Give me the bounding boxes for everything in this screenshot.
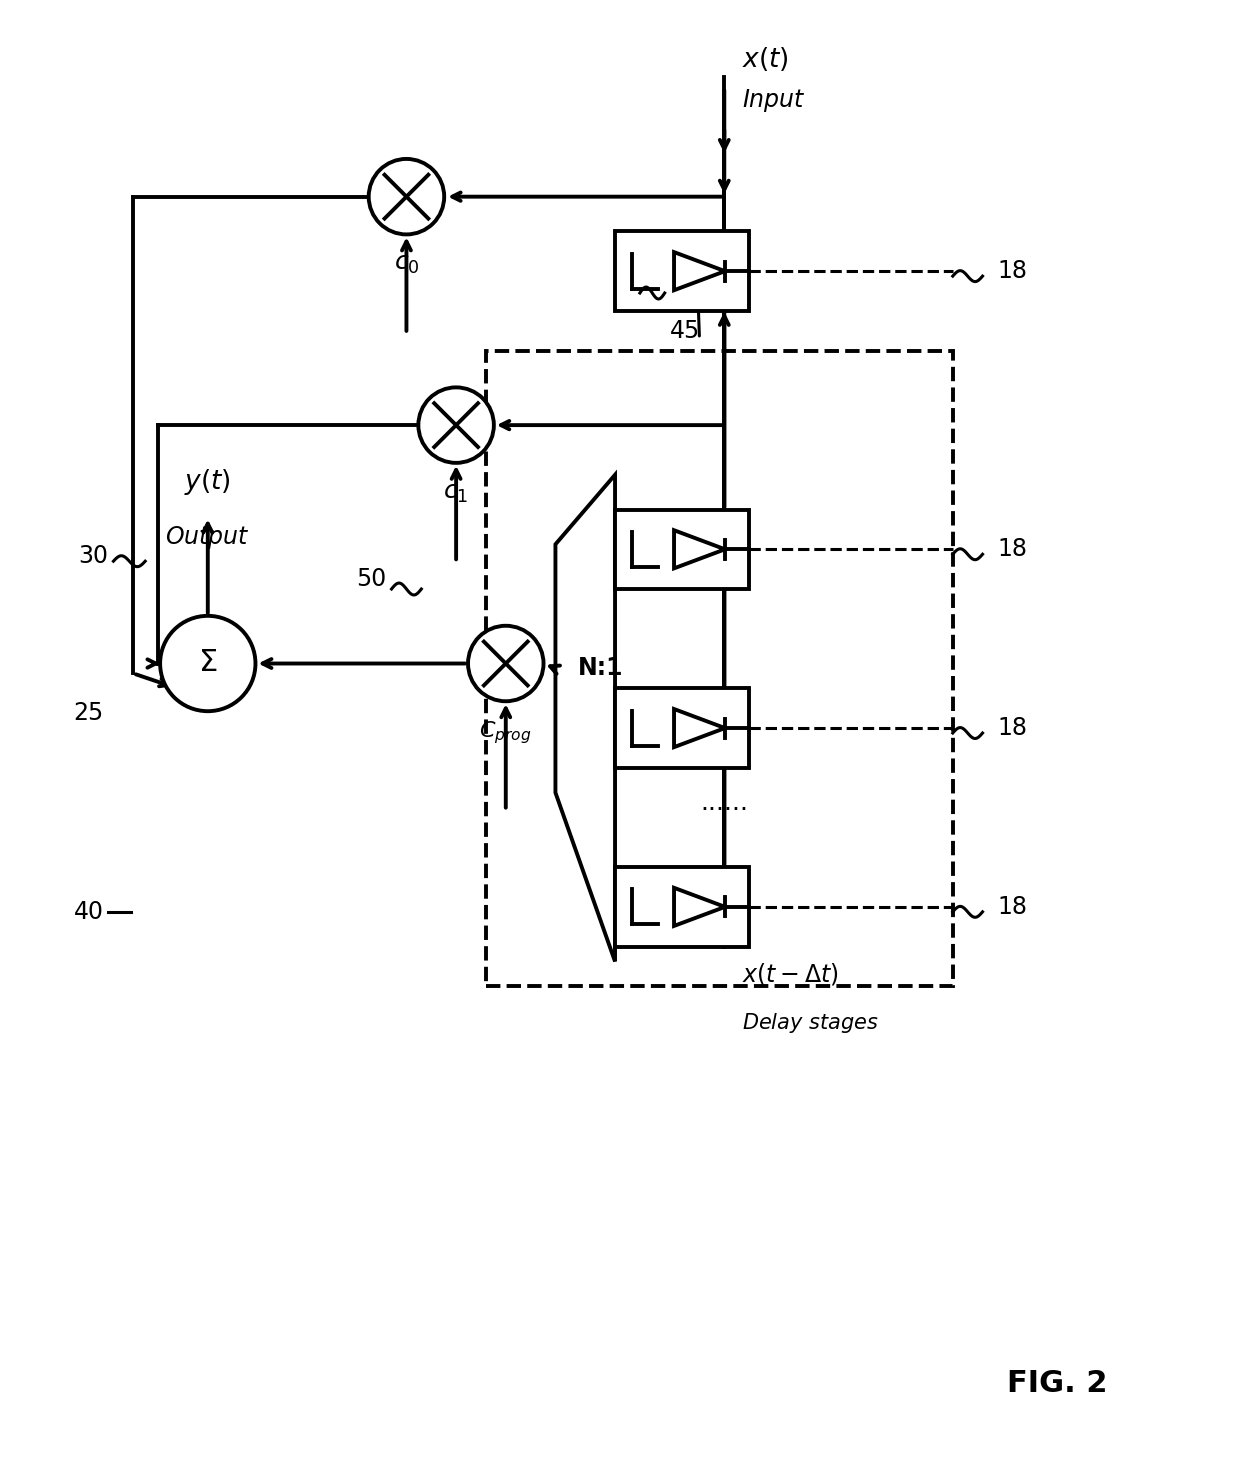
Text: 18: 18 bbox=[997, 715, 1028, 740]
Text: 18: 18 bbox=[997, 538, 1028, 562]
Bar bbox=[615, 232, 749, 310]
Bar bbox=[615, 868, 749, 946]
Text: 50: 50 bbox=[356, 568, 387, 591]
Text: $y(t)$: $y(t)$ bbox=[185, 467, 231, 497]
Polygon shape bbox=[556, 474, 615, 962]
Text: 45: 45 bbox=[670, 319, 699, 343]
Text: $C_{prog}$: $C_{prog}$ bbox=[480, 720, 532, 746]
Circle shape bbox=[467, 625, 543, 701]
Bar bbox=[486, 350, 952, 986]
Text: $\it{Delay\ stages}$: $\it{Delay\ stages}$ bbox=[743, 1011, 879, 1035]
Text: 30: 30 bbox=[78, 544, 108, 568]
Text: 25: 25 bbox=[73, 701, 103, 726]
Text: $x(t)$: $x(t)$ bbox=[743, 44, 789, 72]
Text: 18: 18 bbox=[997, 259, 1028, 284]
Text: N:1: N:1 bbox=[578, 656, 622, 680]
Circle shape bbox=[368, 160, 444, 235]
Text: $\Sigma$: $\Sigma$ bbox=[198, 647, 217, 677]
Text: $\it{Output}$: $\it{Output}$ bbox=[165, 525, 250, 551]
Text: $c_1$: $c_1$ bbox=[444, 480, 469, 505]
Text: 18: 18 bbox=[997, 894, 1028, 919]
Text: $\it{Input}$: $\it{Input}$ bbox=[743, 87, 806, 114]
Circle shape bbox=[418, 387, 494, 463]
Text: 40: 40 bbox=[73, 900, 103, 924]
Text: $c_0$: $c_0$ bbox=[393, 253, 419, 276]
Text: ......: ...... bbox=[701, 791, 748, 814]
Circle shape bbox=[160, 616, 255, 711]
Text: $x(t-\Delta t)$: $x(t-\Delta t)$ bbox=[743, 962, 838, 987]
Bar bbox=[615, 510, 749, 590]
Bar bbox=[615, 689, 749, 767]
Text: FIG. 2: FIG. 2 bbox=[1007, 1369, 1107, 1398]
Text: 23: 23 bbox=[684, 279, 714, 303]
